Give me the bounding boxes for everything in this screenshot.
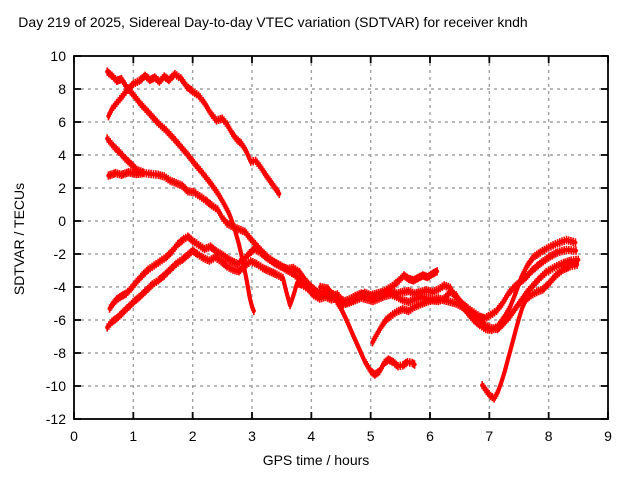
plot-border <box>73 55 609 420</box>
x-tick-label: 5 <box>367 428 375 444</box>
x-tick-label: 3 <box>248 428 256 444</box>
y-tick-label: 8 <box>58 81 66 97</box>
data-trace-markers-sat-arc-8 <box>371 235 577 347</box>
y-tick-label: -10 <box>46 378 66 394</box>
x-tick-label: 8 <box>545 428 553 444</box>
x-tick-label: 0 <box>70 428 78 444</box>
x-tick-label: 1 <box>129 428 137 444</box>
data-trace-markers-sat-arc-2 <box>106 67 255 316</box>
y-tick-label: -8 <box>54 345 67 361</box>
data-trace-sat-arc-2 <box>105 69 256 313</box>
x-axis-label: GPS time / hours <box>262 452 370 468</box>
data-trace-markers-sat-arc-7 <box>319 282 416 379</box>
y-tick-label: -2 <box>54 246 67 262</box>
x-tick-label: 7 <box>485 428 493 444</box>
y-tick-label: 10 <box>50 48 66 64</box>
x-tick-label: 9 <box>604 428 612 444</box>
y-axis-label: SDTVAR / TECUs <box>11 182 27 296</box>
y-tick-label: -6 <box>54 312 67 328</box>
y-tick-label: -12 <box>46 411 66 427</box>
x-tick-label: 6 <box>426 428 434 444</box>
x-tick-label: 2 <box>189 428 197 444</box>
data-trace-markers-sat-arc-9 <box>481 260 578 403</box>
data-trace-markers-sat-arc-1 <box>107 69 281 198</box>
chart-title: Day 219 of 2025, Sidereal Day-to-day VTE… <box>18 14 528 30</box>
y-tick-label: 2 <box>58 180 66 196</box>
x-tick-label: 4 <box>307 428 315 444</box>
y-tick-label: -4 <box>54 279 67 295</box>
y-tick-label: 0 <box>58 213 66 229</box>
y-tick-label: 6 <box>58 114 66 130</box>
y-tick-label: 4 <box>58 147 66 163</box>
